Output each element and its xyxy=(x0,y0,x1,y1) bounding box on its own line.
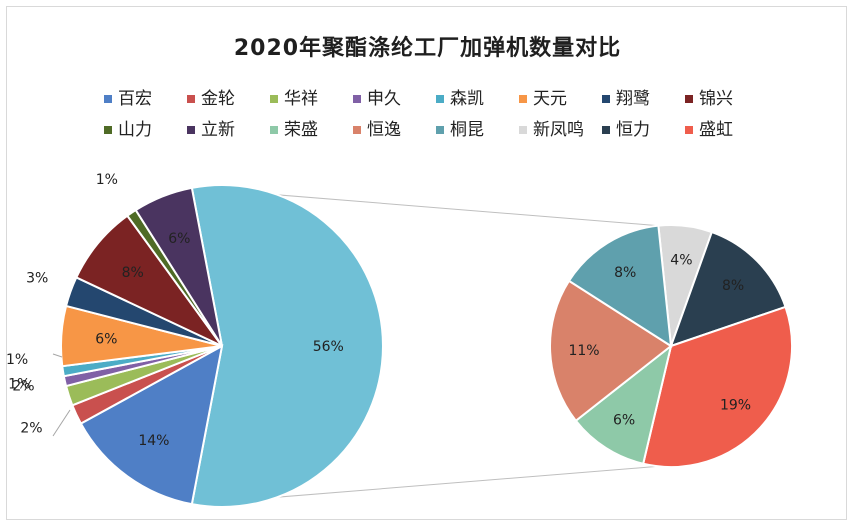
legend-label: 立新 xyxy=(201,120,235,140)
main-pie-data-label: 1% xyxy=(8,377,30,393)
legend-label: 新凤鸣 xyxy=(533,120,584,140)
legend-label: 恒力 xyxy=(616,120,650,140)
legend-label: 山力 xyxy=(118,120,152,140)
legend-swatch xyxy=(519,95,527,103)
legend-label: 荣盛 xyxy=(284,120,318,140)
legend-swatch xyxy=(436,95,444,103)
label-leader-line xyxy=(52,409,71,437)
main-pie-data-label: 2% xyxy=(12,379,34,395)
legend-swatch xyxy=(353,95,361,103)
legend-swatch xyxy=(436,126,444,134)
sub-pie-data-label: 8% xyxy=(614,265,636,281)
legend-label: 百宏 xyxy=(118,89,152,109)
sub-pie-slice xyxy=(567,224,673,348)
legend-swatch xyxy=(519,126,527,134)
legend-swatch xyxy=(602,95,610,103)
main-pie-slice xyxy=(79,344,224,506)
legend-swatch xyxy=(187,95,195,103)
legend-swatch xyxy=(104,126,112,134)
main-pie-data-label: 2% xyxy=(20,421,42,437)
chart-title: 2020年聚酯涤纶工厂加弹机数量对比 xyxy=(233,36,622,61)
legend-label: 森凯 xyxy=(450,89,484,109)
legend-swatch xyxy=(270,95,278,103)
legend-label: 恒逸 xyxy=(367,120,401,140)
legend-label: 天元 xyxy=(533,89,567,109)
main-pie-data-label: 8% xyxy=(122,265,144,281)
legend-swatch xyxy=(685,126,693,134)
legend-swatch xyxy=(187,126,195,134)
legend-swatch xyxy=(685,95,693,103)
main-pie-data-label: 1% xyxy=(6,352,28,368)
main-pie-data-label: 6% xyxy=(168,231,190,247)
sub-pie-slice xyxy=(641,305,793,468)
legend-label: 盛虹 xyxy=(699,120,733,140)
sub-pie-data-label: 8% xyxy=(722,278,744,294)
legend-label: 华祥 xyxy=(284,89,318,109)
main-pie-data-label: 1% xyxy=(96,172,118,188)
legend-label: 翔鹭 xyxy=(616,89,650,109)
legend-swatch xyxy=(602,126,610,134)
main-pie-data-label: 6% xyxy=(95,332,117,348)
sub-pie-data-label: 4% xyxy=(670,253,692,269)
legend-swatch xyxy=(104,95,112,103)
main-pie-data-label: 56% xyxy=(313,339,344,355)
sub-pie-data-label: 6% xyxy=(613,412,635,428)
legend-label: 锦兴 xyxy=(699,89,733,109)
main-pie-data-label: 3% xyxy=(26,270,48,286)
legend-swatch xyxy=(353,126,361,134)
sub-pie-data-label: 11% xyxy=(568,343,599,359)
sub-pie-data-label: 19% xyxy=(720,398,751,414)
main-pie-slice xyxy=(134,186,223,347)
legend-label: 金轮 xyxy=(201,89,235,109)
legend-swatch xyxy=(270,126,278,134)
main-pie-data-label: 14% xyxy=(138,433,169,449)
sub-pie-slice xyxy=(574,343,673,465)
sub-pie-slice xyxy=(549,279,673,423)
sub-pie-slice xyxy=(669,230,787,348)
legend-label: 桐昆 xyxy=(450,120,484,140)
label-leader-line xyxy=(52,353,63,358)
legend-label: 申久 xyxy=(367,89,401,109)
main-pie-slice xyxy=(190,184,384,508)
